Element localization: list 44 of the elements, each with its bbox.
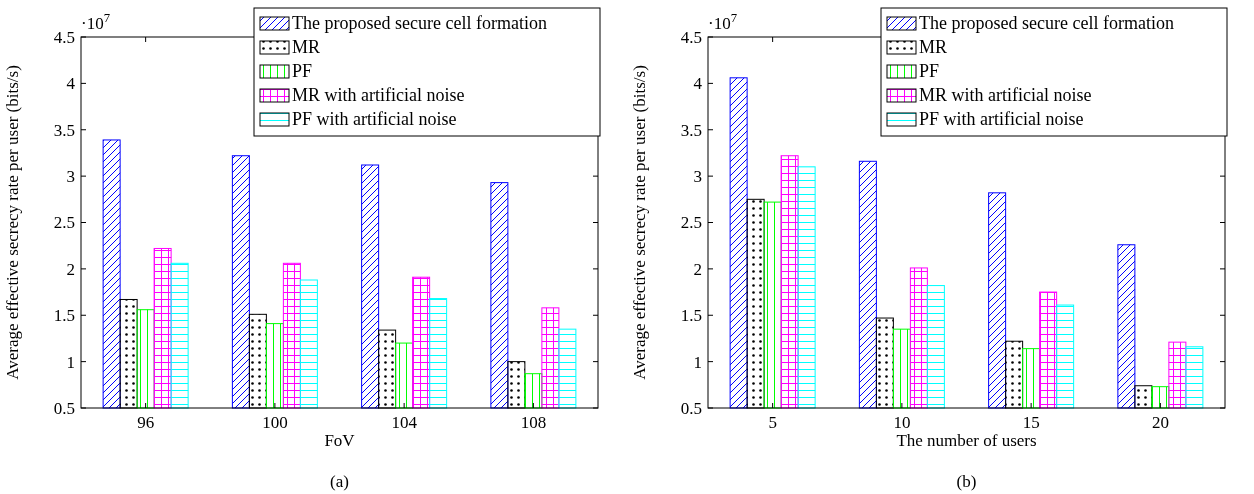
y-tick-label: 3.5 [53, 120, 75, 140]
legend-label: PF [919, 61, 940, 81]
legend-label: MR [919, 37, 948, 57]
legend-label: PF with artificial noise [292, 109, 457, 129]
y-tick-label: 3.5 [680, 120, 702, 140]
x-tick-label: 104 [391, 413, 418, 432]
y-tick-label: 3 [693, 167, 702, 187]
y-tick-label: 2.5 [53, 213, 75, 233]
text: ·10$^{7}$ [81, 11, 111, 33]
legend-label: The proposed secure cell formation [292, 13, 547, 33]
x-tick-label: 96 [137, 413, 155, 432]
y-tick-label: 1 [693, 352, 702, 372]
x-tick-label: 10 [893, 413, 911, 432]
y-tick-label: 4 [66, 74, 76, 94]
y-tick-label: 2.5 [680, 213, 702, 233]
text: (b) [956, 472, 977, 491]
legend-label: MR [292, 37, 321, 57]
y-tick-label: 0.5 [680, 398, 702, 418]
y-tick-label: 0.5 [53, 398, 75, 418]
y-tick-label: 4.5 [53, 27, 75, 47]
y-tick-label: 2 [66, 259, 75, 279]
legend-label: MR with artificial noise [919, 85, 1092, 105]
x-tick-label: 100 [262, 413, 288, 432]
y-axis-title: Average effective secrecy rate per user (bits/s) [3, 65, 22, 380]
x-axis-title: The number of users [896, 431, 1037, 450]
text: (a) [330, 472, 349, 491]
legend-label: PF [292, 61, 313, 81]
y-tick-label: 2 [693, 259, 702, 279]
x-tick-label: 108 [520, 413, 547, 432]
y-tick-label: 3 [66, 167, 75, 187]
legend-label: PF with artificial noise [919, 109, 1084, 129]
legend-label: MR with artificial noise [292, 85, 465, 105]
x-tick-label: 15 [1022, 413, 1040, 432]
y-tick-label: 1.5 [680, 306, 702, 326]
x-tick-label: 20 [1151, 413, 1169, 432]
y-axis-title: Average effective secrecy rate per user (bits/s) [630, 65, 649, 380]
x-tick-label: 5 [768, 413, 777, 432]
y-tick-label: 4.5 [680, 27, 702, 47]
y-tick-label: 4 [693, 74, 703, 94]
legend-label: The proposed secure cell formation [919, 13, 1174, 33]
y-tick-label: 1 [66, 352, 75, 372]
x-axis-title: FoV [324, 431, 356, 450]
y-tick-label: 1.5 [53, 306, 75, 326]
text: ·10$^{7}$ [708, 11, 738, 33]
